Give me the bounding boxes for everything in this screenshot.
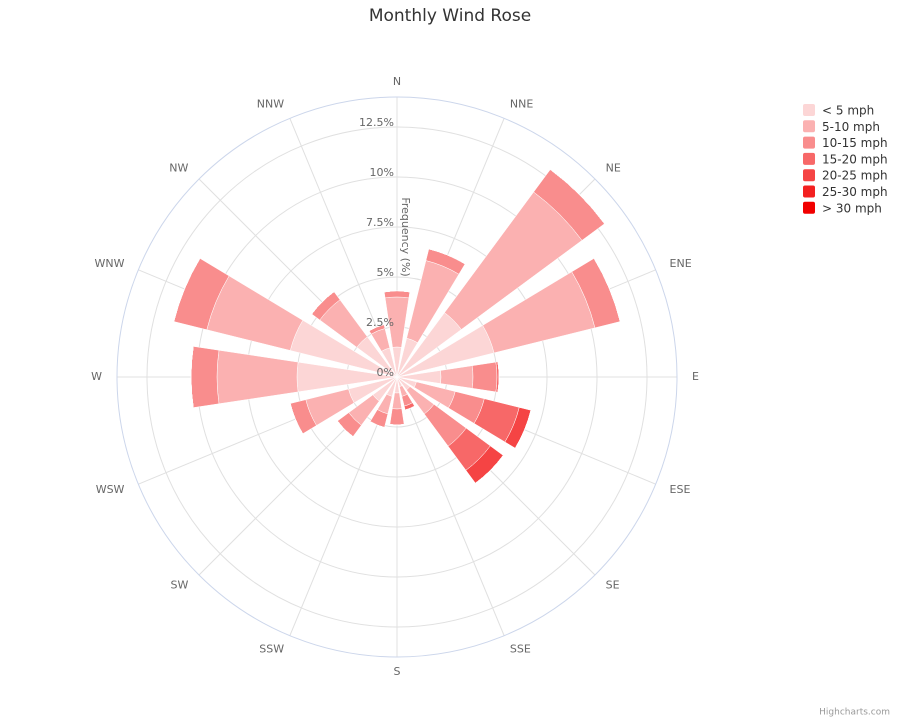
grid-circle bbox=[146, 126, 648, 628]
x-tick-label: NNW bbox=[257, 97, 284, 110]
legend-label: < 5 mph bbox=[822, 104, 874, 118]
radial-grid-line bbox=[396, 376, 505, 636]
y-axis-title: Frequency (%) bbox=[399, 197, 412, 276]
bar-segment bbox=[405, 405, 415, 411]
bar-segment bbox=[389, 408, 405, 426]
bar-segment bbox=[383, 290, 411, 299]
legend-swatch bbox=[803, 169, 815, 182]
pane-border bbox=[116, 96, 678, 658]
y-tick-label: 0% bbox=[377, 366, 394, 379]
y-tick-label: 10% bbox=[370, 166, 394, 179]
bar-segment bbox=[389, 424, 405, 426]
bar-segment bbox=[471, 361, 498, 393]
x-tick-label: WNW bbox=[94, 257, 124, 270]
x-tick-label: S bbox=[394, 665, 401, 678]
legend-swatch bbox=[803, 201, 815, 214]
legend-swatch bbox=[803, 185, 815, 198]
x-tick-label: SSW bbox=[259, 643, 284, 656]
y-tick-label: 12.5% bbox=[359, 116, 394, 129]
x-tick-label: E bbox=[692, 370, 699, 383]
x-tick-label: ESE bbox=[670, 483, 691, 496]
legend-swatch bbox=[803, 104, 815, 116]
legend-label: 15-20 mph bbox=[822, 152, 888, 166]
legend-swatch bbox=[803, 120, 815, 133]
bar-segment bbox=[440, 365, 474, 389]
x-tick-label: N bbox=[393, 75, 401, 88]
x-tick-label: NNE bbox=[510, 97, 533, 110]
chart-title: Monthly Wind Rose bbox=[369, 6, 531, 26]
x-tick-label: ENE bbox=[670, 257, 692, 270]
legend-label: 25-30 mph bbox=[822, 185, 888, 199]
x-tick-label: W bbox=[91, 370, 102, 383]
legend-label: 10-15 mph bbox=[822, 136, 888, 150]
legend-swatch bbox=[803, 136, 815, 149]
y-tick-label: 5% bbox=[377, 266, 394, 279]
y-tick-label: 2.5% bbox=[366, 316, 394, 329]
credits[interactable]: Highcharts.com bbox=[819, 708, 890, 718]
x-tick-label: SE bbox=[606, 579, 620, 592]
x-tick-label: SSE bbox=[510, 643, 531, 656]
bar-segment bbox=[311, 291, 335, 315]
x-tick-label: NE bbox=[606, 161, 621, 174]
bar-segment bbox=[515, 410, 532, 449]
x-tick-label: SW bbox=[171, 579, 189, 592]
legend-label: 5-10 mph bbox=[822, 120, 880, 134]
x-tick-label: WSW bbox=[96, 483, 125, 496]
bar-segment bbox=[391, 392, 403, 410]
y-tick-label: 7.5% bbox=[366, 216, 394, 229]
bar-segment bbox=[369, 324, 385, 331]
legend-swatch bbox=[803, 152, 815, 165]
bar-segment bbox=[190, 346, 220, 408]
x-tick-label: NW bbox=[169, 161, 188, 174]
bar-segment bbox=[216, 349, 299, 405]
legend-label: 20-25 mph bbox=[822, 169, 888, 183]
legend-label: > 30 mph bbox=[822, 201, 882, 215]
